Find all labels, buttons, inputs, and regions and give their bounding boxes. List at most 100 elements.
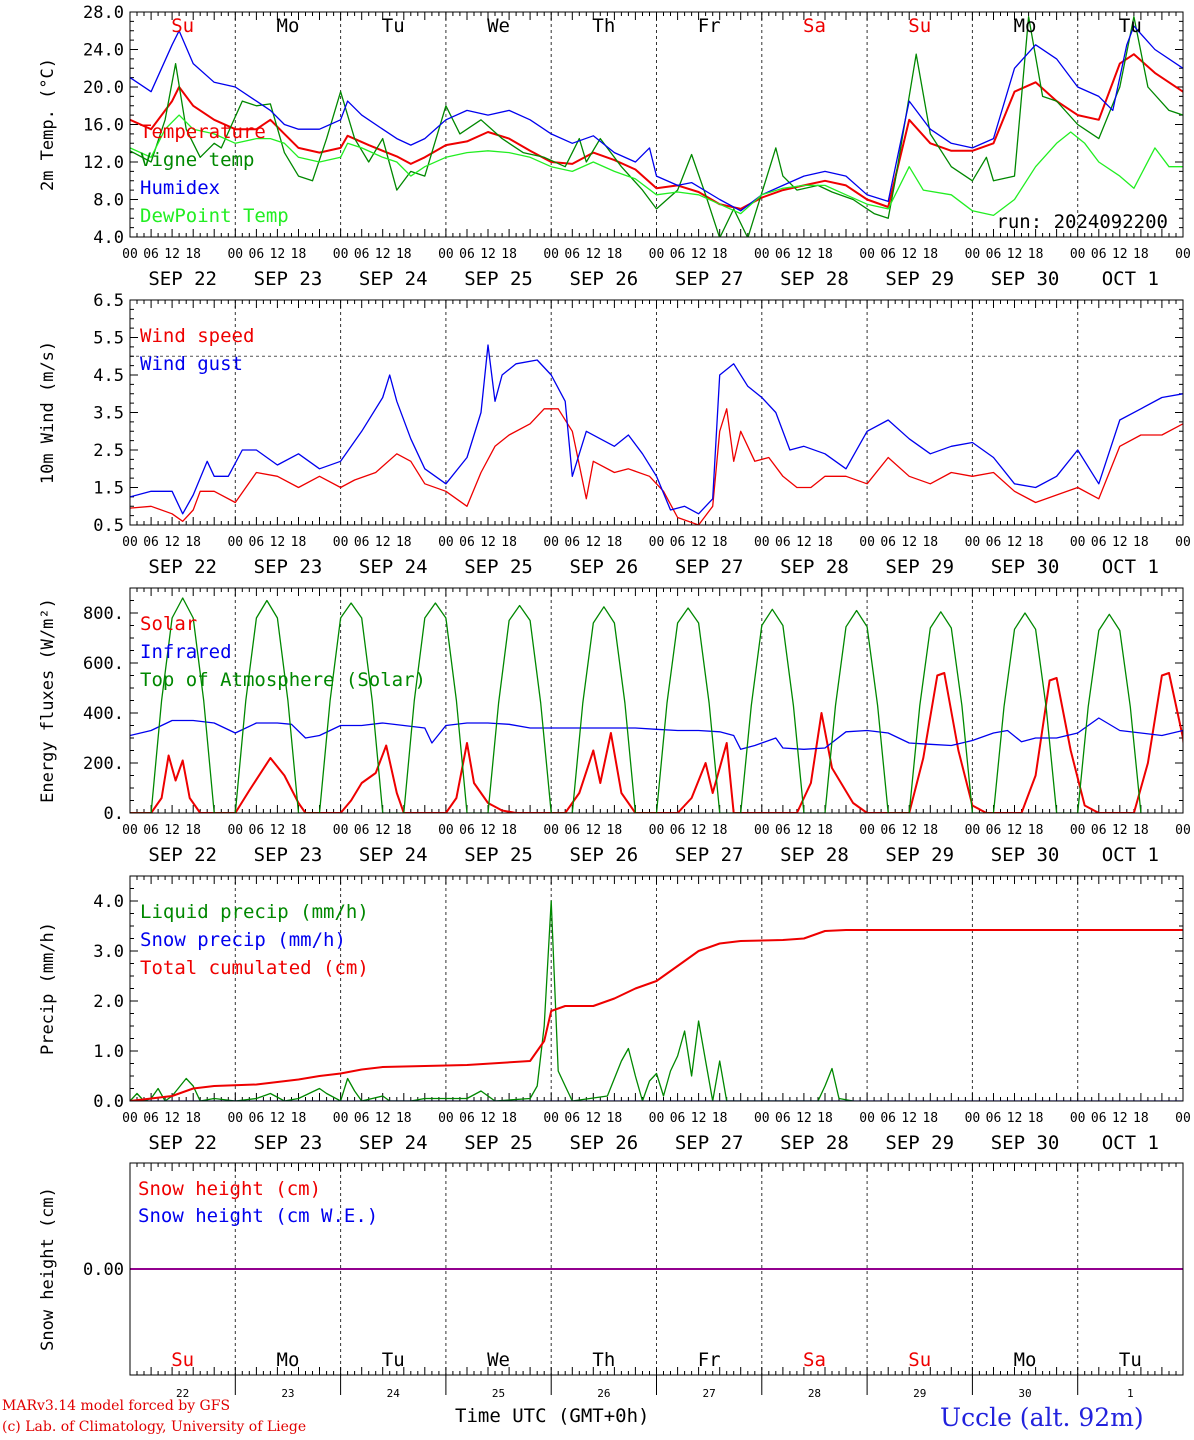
hour-label: 00 [543,247,559,262]
hour-label: 12 [164,823,180,838]
y-tick-label: 600. [83,654,124,674]
day-number: 1 [1127,1387,1134,1400]
hour-label: 00 [227,823,243,838]
legend-entry: Liquid precip (mm/h) [140,901,369,923]
y-tick-label: 0. [104,804,124,824]
hour-label: 12 [164,535,180,550]
date-label: SEP 27 [675,1132,744,1154]
hour-label: 00 [649,823,665,838]
hour-label: 18 [1133,535,1149,550]
panel-2: 0.5 1.5 2.5 3.5 4.5 5.5 6.5 10m Wind (m/s) Wind … [38,291,1191,578]
hour-label: 18 [396,535,412,550]
y-tick-label: 12.0 [83,153,124,173]
model-credit: MARv3.14 model forced by GFS [2,1398,231,1414]
date-label: SEP 29 [885,556,954,578]
hour-label: 12 [375,247,391,262]
hour-label: 12 [375,535,391,550]
y-tick-label: 4.0 [93,892,124,912]
x-ticks [129,12,1184,237]
legend-entry: Solar [140,613,197,635]
legend-entry: Top of Atmosphere (Solar) [140,669,426,691]
hour-label: 00 [649,535,665,550]
hour-label: 18 [501,247,517,262]
hour-label: 00 [859,247,875,262]
hour-label: 00 [1175,823,1191,838]
hour-label: 12 [901,1111,917,1126]
hour-label: 18 [922,1111,938,1126]
hour-label: 12 [375,1111,391,1126]
hour-label: 12 [270,247,286,262]
hour-label: 18 [501,823,517,838]
hour-label: 00 [1175,247,1191,262]
date-label: SEP 24 [359,268,428,290]
hour-label: 00 [859,1111,875,1126]
hour-label: 18 [1028,1111,1044,1126]
hour-label: 00 [333,247,349,262]
hour-label: 18 [185,247,201,262]
date-label: SEP 29 [885,1132,954,1154]
panel-frame [129,875,1184,1102]
series-line-2 [130,16,1183,237]
hour-label: 06 [670,247,686,262]
hour-label: 06 [459,823,475,838]
hour-label: 18 [817,1111,833,1126]
hour-label: 18 [712,247,728,262]
weekday-label: We [487,1349,510,1371]
hour-label: 18 [817,535,833,550]
hour-label: 18 [607,823,623,838]
day-number: 30 [1018,1387,1031,1400]
hour-label: 18 [922,535,938,550]
legend-entry: Wind gust [140,353,243,375]
hour-label: 00 [543,1111,559,1126]
y-tick-label: 0.5 [93,516,124,536]
weekday-label: Su [171,1349,194,1371]
legend-entry: Humidex [140,177,220,199]
weekday-label: Tu [1119,15,1142,37]
hour-label: 06 [986,535,1002,550]
y-tick-label: 800. [83,604,124,624]
hour-label: 06 [354,247,370,262]
panel-frame [129,299,1184,526]
date-label: SEP 24 [359,556,428,578]
hour-label: 00 [227,1111,243,1126]
series-group [130,597,1183,813]
date-label: SEP 28 [780,268,849,290]
hour-label: 00 [859,823,875,838]
hour-label: 06 [143,535,159,550]
legend-entry: DewPoint Temp [140,205,289,227]
date-label: SEP 29 [885,844,954,866]
hour-label: 00 [1070,535,1086,550]
y-tick-label: 1.5 [93,479,124,499]
hour-label: 06 [880,823,896,838]
hour-label: 06 [986,247,1002,262]
x-axis-title: Time UTC (GMT+0h) [455,1405,650,1427]
hour-label: 18 [185,535,201,550]
hour-label: 12 [270,1111,286,1126]
hour-label: 00 [438,1111,454,1126]
hour-label: 00 [333,1111,349,1126]
date-label: SEP 22 [148,556,217,578]
hour-label: 12 [1112,535,1128,550]
legend-entry: Snow height (cm) [138,1178,321,1200]
hour-label: 06 [143,1111,159,1126]
series-line-1 [130,900,854,1101]
hour-label: 12 [480,535,496,550]
hour-label: 06 [880,535,896,550]
hour-label: 12 [164,247,180,262]
hour-label: 18 [712,1111,728,1126]
date-label: SEP 26 [570,1132,639,1154]
weekday-label: We [487,15,510,37]
series-line-1 [130,53,1183,210]
hour-label: 00 [122,823,138,838]
series-line-3 [130,597,1142,813]
hour-label: 12 [1007,823,1023,838]
legend-entry: Infrared [140,641,232,663]
hour-label: 18 [291,247,307,262]
hour-label: 12 [480,247,496,262]
hour-label: 12 [1112,823,1128,838]
hour-label: 18 [817,247,833,262]
weekday-label: Mo [1014,1349,1037,1371]
panel-3: 0. 200. 400. 600. 800. Energy fluxes (W/m²) So… [38,587,1191,866]
date-label: SEP 24 [359,844,428,866]
